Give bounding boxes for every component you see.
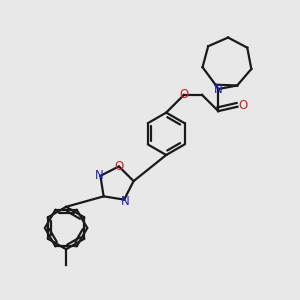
Text: N: N: [214, 82, 223, 95]
Text: O: O: [114, 160, 124, 173]
Text: O: O: [238, 99, 248, 112]
Text: O: O: [179, 88, 188, 101]
Text: N: N: [121, 195, 130, 208]
Text: N: N: [94, 169, 103, 182]
